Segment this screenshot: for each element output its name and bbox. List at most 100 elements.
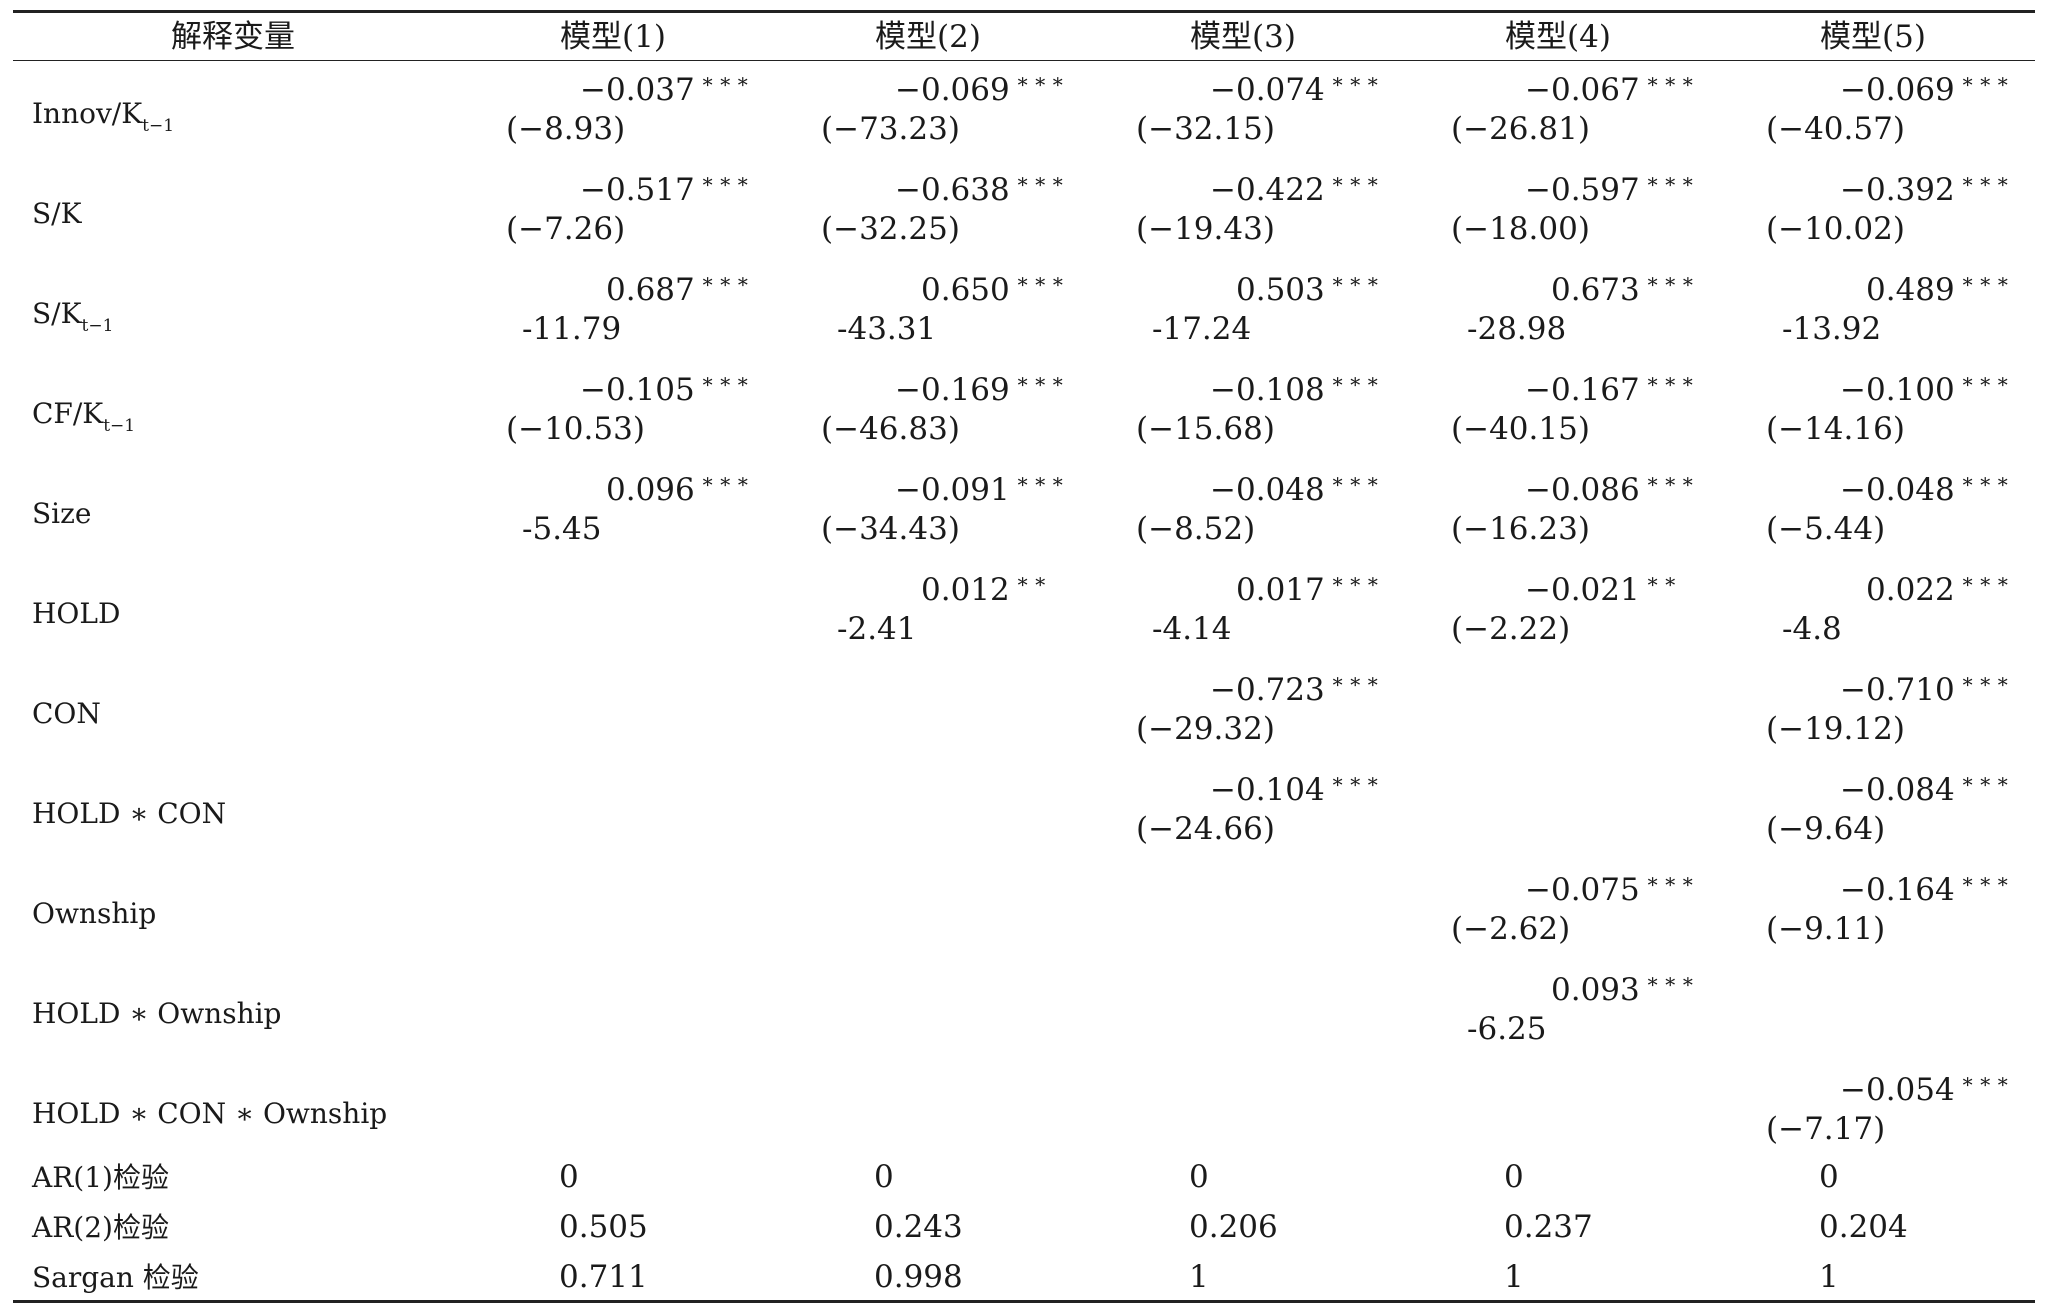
t-statistic: (−8.52) (1136, 511, 1256, 547)
coefficient-cell: −0.422 ∗∗∗ (1210, 164, 1384, 207)
header-model-2: 模型(2) (875, 19, 981, 55)
coefficient-cell: 0.687 ∗∗∗ (606, 264, 754, 307)
t-statistic: (−34.43) (821, 511, 960, 547)
coefficient-value: −0.597 (1525, 172, 1640, 208)
significance-stars: ∗∗∗ (1960, 669, 2014, 693)
coefficient-value: −0.164 (1840, 872, 1955, 908)
coefficient-cell: −0.392 ∗∗∗ (1840, 164, 2014, 207)
t-statistic: (−9.64) (1766, 811, 1886, 847)
coefficient-cell: −0.169 ∗∗∗ (895, 364, 1069, 407)
significance-stars: ∗∗∗ (700, 369, 754, 393)
t-statistic: (−2.62) (1451, 911, 1571, 947)
t-statistic: -5.45 (522, 511, 602, 547)
significance-stars: ∗∗∗ (1015, 269, 1069, 293)
coefficient-cell: −0.067 ∗∗∗ (1525, 64, 1699, 107)
significance-stars: ∗∗∗ (1015, 469, 1069, 493)
test-value: 0 (874, 1159, 894, 1195)
coefficient-value: −0.167 (1525, 372, 1640, 408)
coefficient-cell: −0.037 ∗∗∗ (580, 64, 754, 107)
row-label-text: Size (32, 497, 92, 530)
t-statistic: (−32.15) (1136, 111, 1275, 147)
coefficient-value: 0.650 (921, 272, 1010, 308)
coefficient-cell: −0.074 ∗∗∗ (1210, 64, 1384, 107)
coefficient-cell: 0.489 ∗∗∗ (1866, 264, 2014, 307)
row-label: S/K (32, 198, 82, 230)
t-statistic: (−10.02) (1766, 211, 1905, 247)
test-value: 0.204 (1819, 1209, 1908, 1245)
test-value: 1 (1504, 1259, 1524, 1295)
row-label-text: Ownship (32, 897, 157, 930)
coefficient-value: −0.054 (1840, 1072, 1955, 1108)
row-label: Size (32, 498, 91, 530)
test-value: 1 (1819, 1259, 1839, 1295)
row-label: HOLD ∗ Ownship (32, 998, 281, 1030)
row-label: S/Kt−1 (32, 298, 113, 342)
t-statistic: -13.92 (1782, 311, 1882, 347)
header-model-5: 模型(5) (1820, 19, 1926, 55)
coefficient-value: −0.723 (1210, 672, 1325, 708)
significance-stars: ∗∗∗ (1960, 469, 2014, 493)
coefficient-cell: 0.012 ∗∗ (921, 564, 1051, 607)
table-top-rule (13, 10, 2035, 13)
row-label: Innov/Kt−1 (32, 98, 174, 142)
coefficient-value: 0.489 (1866, 272, 1955, 308)
row-label-subscript: t−1 (81, 316, 114, 336)
t-statistic: (−9.11) (1766, 911, 1886, 947)
row-label-text: HOLD (32, 597, 121, 630)
coefficient-value: −0.074 (1210, 72, 1325, 108)
test-value: 0 (1819, 1159, 1839, 1195)
coefficient-cell: −0.069 ∗∗∗ (1840, 64, 2014, 107)
test-value: 0.505 (559, 1209, 648, 1245)
coefficient-cell: −0.108 ∗∗∗ (1210, 364, 1384, 407)
significance-stars: ∗∗∗ (1645, 869, 1699, 893)
test-label: AR(2)检验 (32, 1211, 169, 1244)
coefficient-cell: −0.105 ∗∗∗ (580, 364, 754, 407)
coefficient-value: 0.503 (1236, 272, 1325, 308)
t-statistic: (−7.17) (1766, 1111, 1886, 1147)
coefficient-value: −0.048 (1840, 472, 1955, 508)
significance-stars: ∗∗ (1645, 569, 1681, 593)
coefficient-value: 0.012 (921, 572, 1010, 608)
t-statistic: -4.8 (1782, 611, 1842, 647)
coefficient-value: −0.069 (1840, 72, 1955, 108)
test-value: 0.711 (559, 1259, 648, 1295)
coefficient-cell: −0.597 ∗∗∗ (1525, 164, 1699, 207)
significance-stars: ∗∗∗ (1330, 369, 1384, 393)
coefficient-cell: 0.503 ∗∗∗ (1236, 264, 1384, 307)
coefficient-value: −0.100 (1840, 372, 1955, 408)
coefficient-cell: −0.164 ∗∗∗ (1840, 864, 2014, 907)
coefficient-value: −0.108 (1210, 372, 1325, 408)
coefficient-value: −0.069 (895, 72, 1010, 108)
t-statistic: (−7.26) (506, 211, 626, 247)
significance-stars: ∗∗∗ (1015, 369, 1069, 393)
coefficient-value: −0.021 (1525, 572, 1640, 608)
coefficient-value: −0.091 (895, 472, 1010, 508)
table-bottom-rule (13, 1300, 2035, 1303)
t-statistic: (−16.23) (1451, 511, 1590, 547)
significance-stars: ∗∗∗ (700, 469, 754, 493)
test-value: 0.243 (874, 1209, 963, 1245)
significance-stars: ∗∗∗ (1015, 169, 1069, 193)
t-statistic: (−2.22) (1451, 611, 1571, 647)
test-value: 0.237 (1504, 1209, 1593, 1245)
significance-stars: ∗∗∗ (1645, 369, 1699, 393)
significance-stars: ∗∗∗ (700, 169, 754, 193)
t-statistic: (−29.32) (1136, 711, 1275, 747)
coefficient-cell: −0.517 ∗∗∗ (580, 164, 754, 207)
significance-stars: ∗∗∗ (1960, 769, 2014, 793)
significance-stars: ∗∗∗ (1330, 469, 1384, 493)
coefficient-value: −0.067 (1525, 72, 1640, 108)
test-value: 0.998 (874, 1259, 963, 1295)
t-statistic: (−26.81) (1451, 111, 1590, 147)
coefficient-value: −0.037 (580, 72, 695, 108)
t-statistic: -28.98 (1467, 311, 1567, 347)
test-value: 1 (1189, 1259, 1209, 1295)
significance-stars: ∗∗∗ (700, 269, 754, 293)
row-label-text: S/K (32, 297, 82, 330)
t-statistic: (−10.53) (506, 411, 645, 447)
coefficient-value: 0.093 (1551, 972, 1640, 1008)
coefficient-cell: 0.093 ∗∗∗ (1551, 964, 1699, 1007)
t-statistic: -6.25 (1467, 1011, 1547, 1047)
t-statistic: -2.41 (837, 611, 917, 647)
coefficient-value: −0.075 (1525, 872, 1640, 908)
